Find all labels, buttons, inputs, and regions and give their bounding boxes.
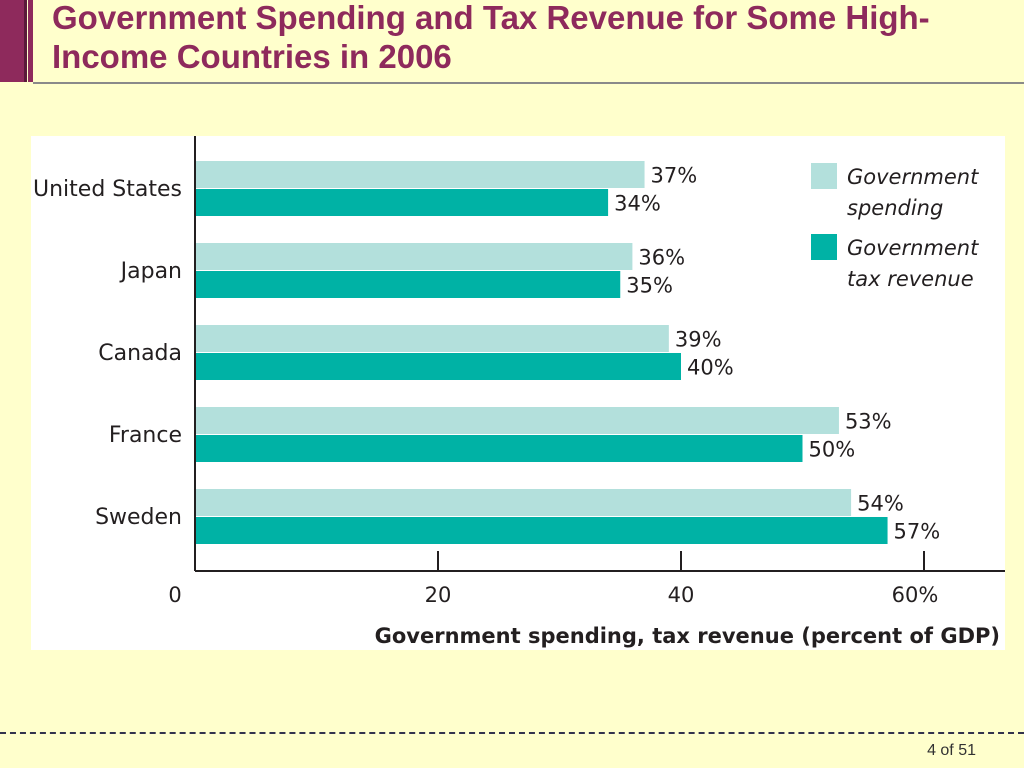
footer-divider	[0, 732, 1024, 734]
data-label-sweden-government-tax-revenue: 57%	[894, 520, 941, 544]
bar-france-government-spending	[196, 407, 839, 434]
data-label-sweden-government-spending: 54%	[857, 492, 904, 516]
data-label-france-government-spending: 53%	[845, 410, 892, 434]
x-tick-label: 0	[168, 583, 181, 607]
bar-united-states-government-tax-revenue	[196, 189, 609, 216]
data-label-canada-government-tax-revenue: 40%	[687, 356, 734, 380]
bar-france-government-tax-revenue	[196, 435, 803, 462]
legend-label-government-tax-revenue: tax revenue	[847, 267, 974, 291]
slide-title: Government Spending and Tax Revenue for …	[52, 0, 930, 75]
x-tick-label: 60%	[892, 583, 939, 607]
category-label-france: France	[109, 423, 182, 448]
bar-japan-government-spending	[196, 243, 633, 270]
category-label-sweden: Sweden	[95, 505, 182, 530]
title-accent-bar	[0, 0, 27, 82]
bar-canada-government-spending	[196, 325, 669, 352]
bar-united-states-government-spending	[196, 161, 645, 188]
data-label-united-states-government-tax-revenue: 34%	[614, 192, 661, 216]
x-tick-label: 20	[425, 583, 452, 607]
data-label-japan-government-tax-revenue: 35%	[626, 274, 673, 298]
legend-label-government-spending: Government	[847, 165, 979, 189]
x-axis-title: Government spending, tax revenue (percen…	[375, 624, 1000, 648]
bar-japan-government-tax-revenue	[196, 271, 621, 298]
bar-canada-government-tax-revenue	[196, 353, 681, 380]
category-label-japan: Japan	[119, 259, 182, 284]
legend-swatch-government-tax-revenue	[811, 234, 837, 260]
category-label-canada: Canada	[98, 341, 182, 366]
data-label-united-states-government-spending: 37%	[651, 164, 698, 188]
data-label-france-government-tax-revenue: 50%	[809, 438, 856, 462]
title-divider	[33, 82, 1024, 84]
chart-panel: 37% 34% United States 36% 35% Japan 39% 40% Cana…	[31, 136, 1005, 650]
data-label-japan-government-spending: 36%	[638, 246, 685, 270]
x-tick-label: 40	[668, 583, 695, 607]
legend-swatch-government-spending	[811, 163, 837, 189]
category-label-united-states: United States	[33, 177, 182, 202]
title-accent-line	[28, 0, 33, 82]
bar-chart: 37% 34% United States 36% 35% Japan 39% 40% Cana…	[33, 136, 1005, 648]
bar-sweden-government-tax-revenue	[196, 517, 888, 544]
bar-sweden-government-spending	[196, 489, 852, 516]
legend-label-government-tax-revenue: Government	[847, 236, 979, 260]
page-number: 4 of 51	[927, 742, 976, 759]
data-label-canada-government-spending: 39%	[675, 328, 722, 352]
legend-label-government-spending: spending	[847, 196, 943, 220]
